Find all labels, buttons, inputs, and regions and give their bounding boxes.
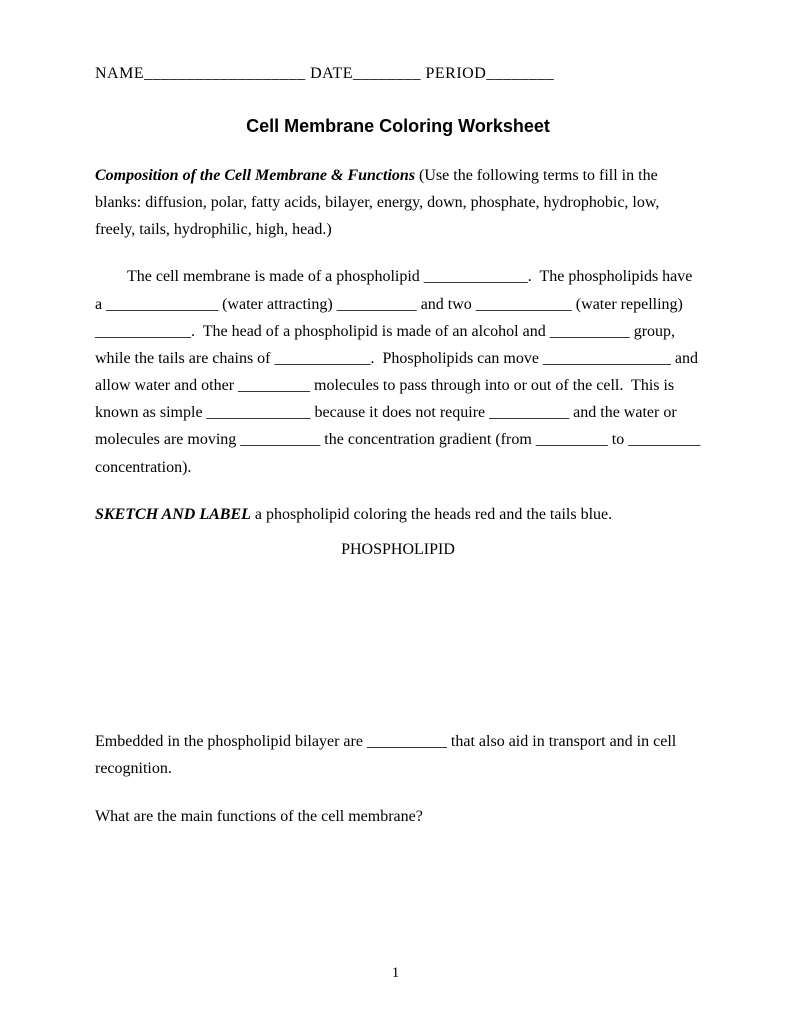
sketch-lead: SKETCH AND LABEL (95, 506, 251, 523)
name-label: NAME (95, 65, 144, 82)
period-label: PERIOD (426, 65, 487, 82)
header-fields: NAME___________________ DATE________ PER… (95, 60, 701, 87)
worksheet-title: Cell Membrane Coloring Worksheet (95, 111, 701, 142)
page-number: 1 (0, 961, 791, 987)
sketch-rest: a phospholipid coloring the heads red an… (251, 506, 612, 523)
sketch-instruction: SKETCH AND LABEL a phospholipid coloring… (95, 501, 701, 528)
worksheet-page: NAME___________________ DATE________ PER… (0, 0, 791, 1024)
intro-paragraph: Composition of the Cell Membrane & Funct… (95, 162, 701, 244)
date-blank: ________ (353, 65, 421, 82)
phospholipid-label: PHOSPHOLIPID (95, 536, 701, 563)
name-blank: ___________________ (144, 65, 306, 82)
fill-blank-paragraph: The cell membrane is made of a phospholi… (95, 263, 701, 481)
intro-lead: Composition of the Cell Membrane & Funct… (95, 167, 415, 184)
question-paragraph: What are the main functions of the cell … (95, 803, 701, 830)
embedded-paragraph: Embedded in the phospholipid bilayer are… (95, 728, 701, 782)
period-blank: ________ (486, 65, 554, 82)
date-label: DATE (310, 65, 353, 82)
